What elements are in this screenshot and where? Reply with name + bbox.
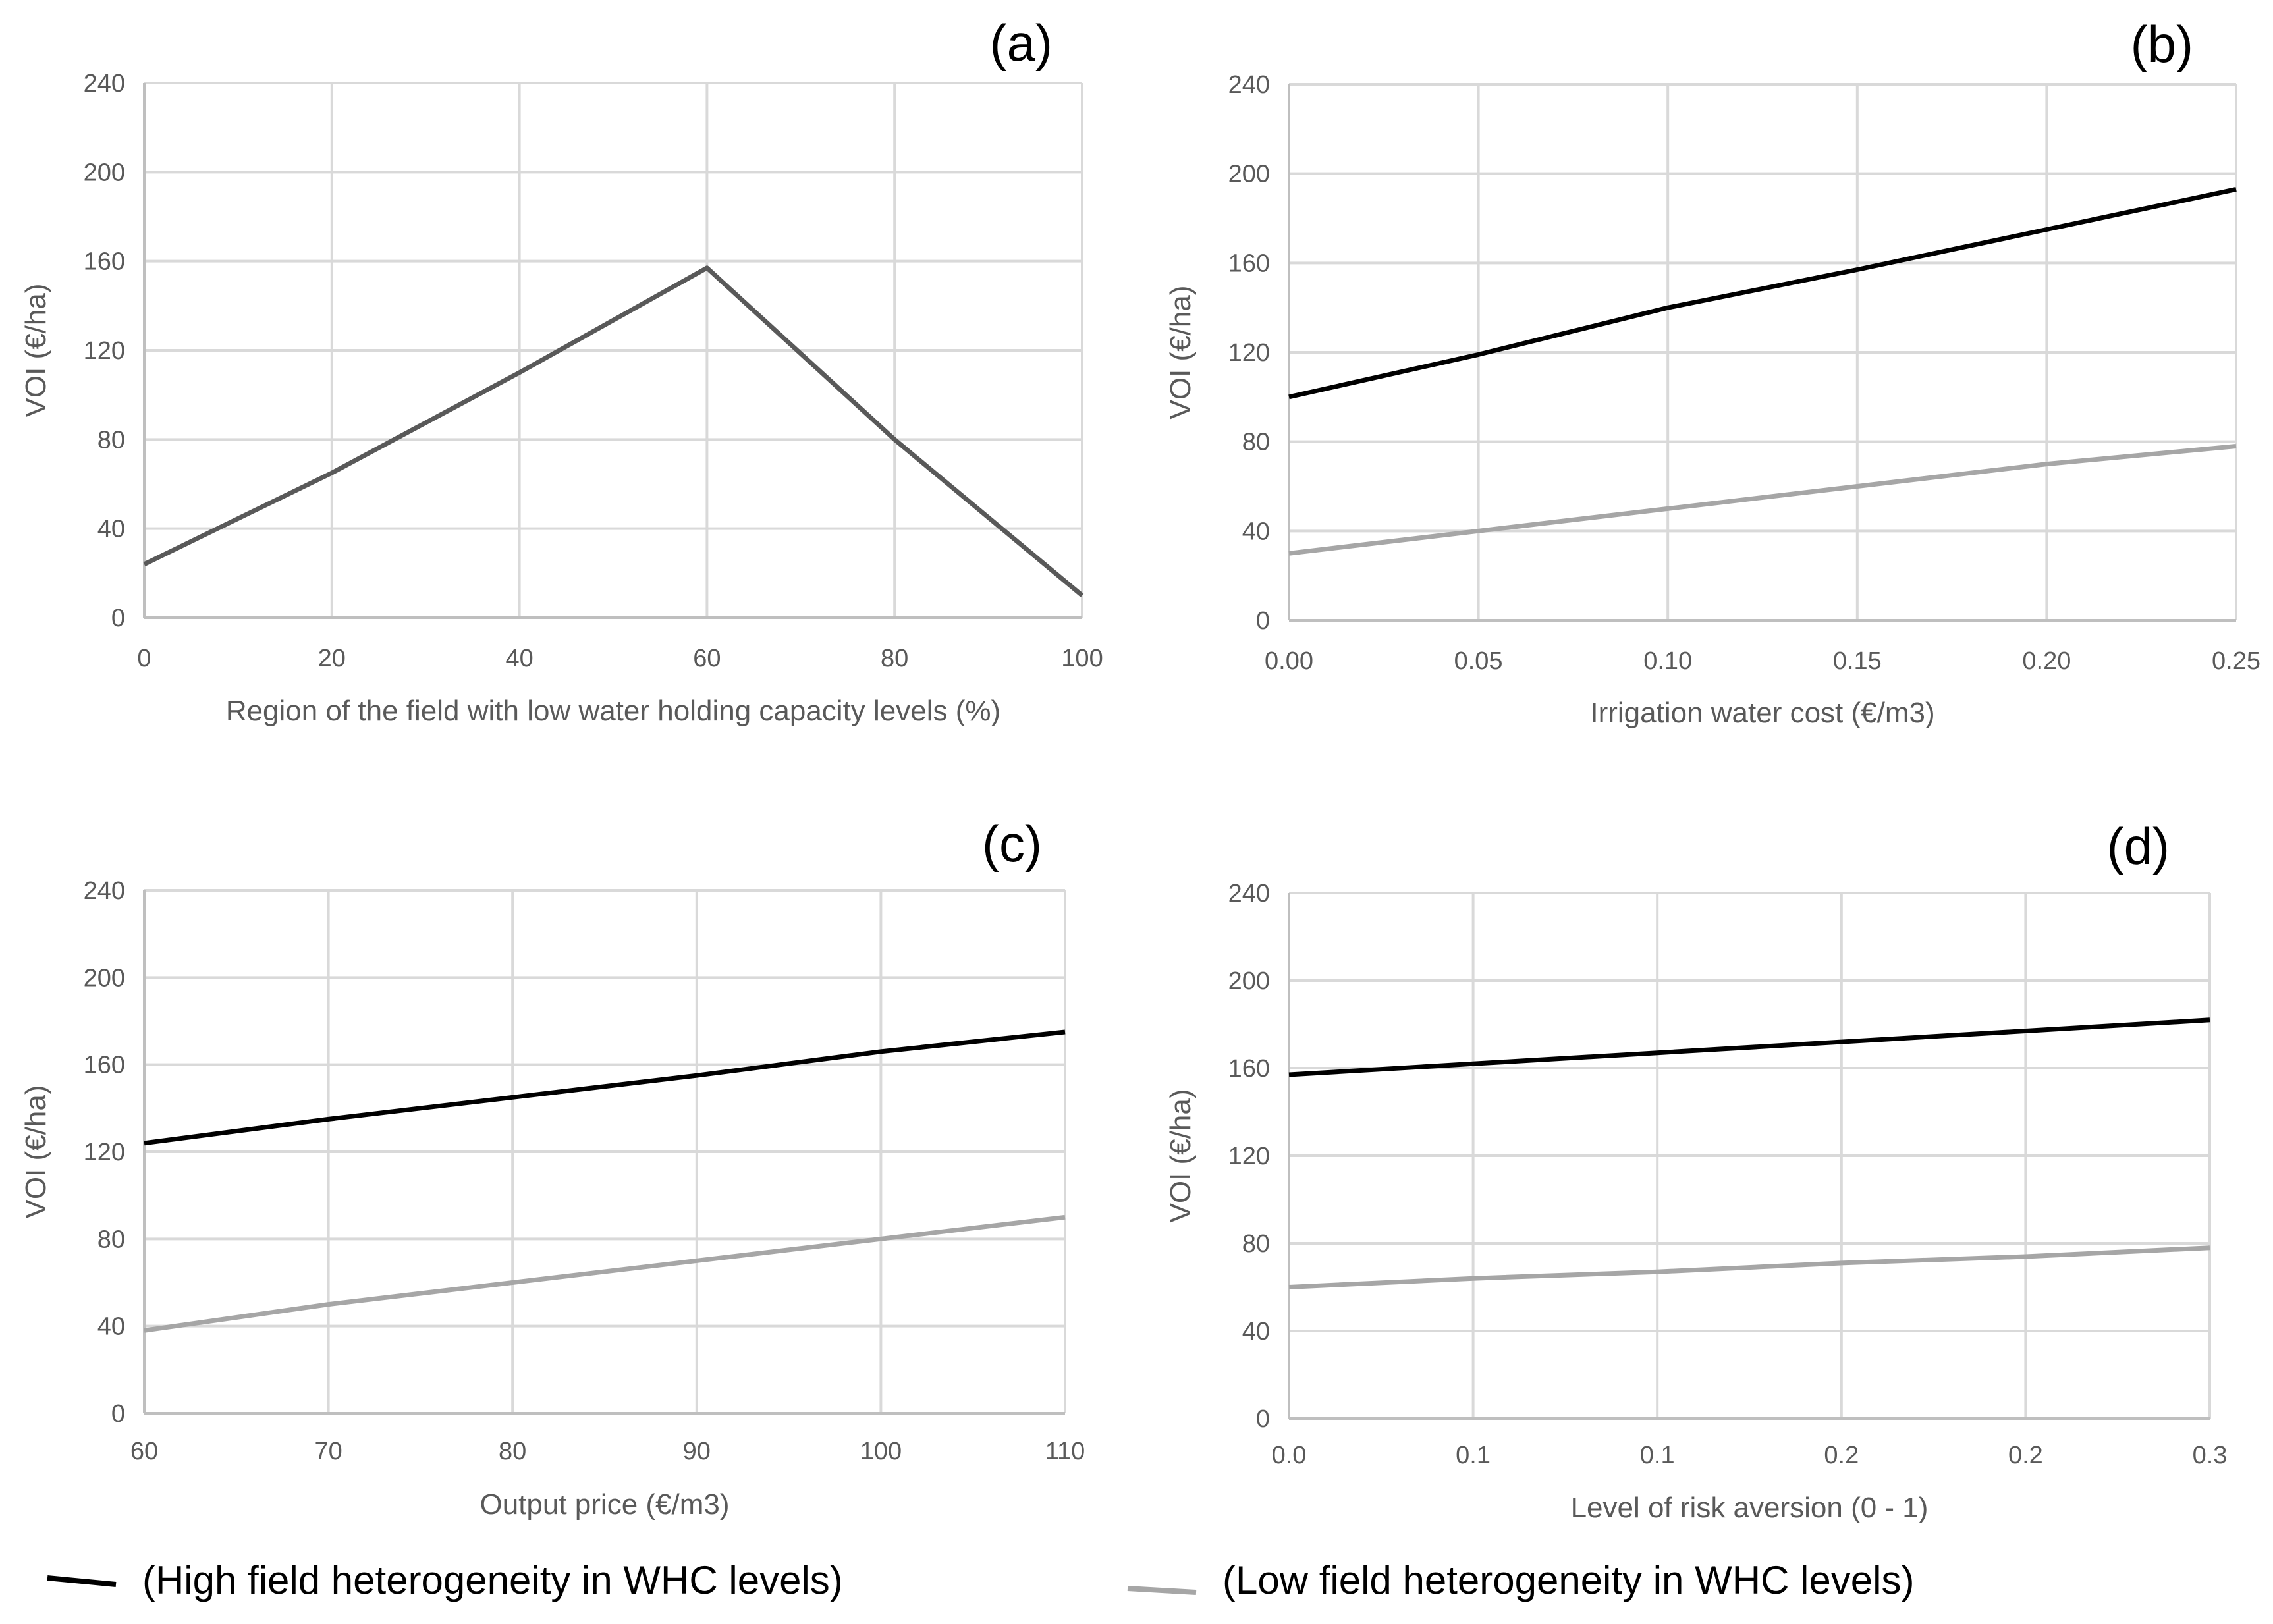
x-axis-label: Output price (€/m3) [479,1488,729,1521]
panel-label: (b) [2131,15,2193,73]
series-line-high [1288,186,2237,400]
x-tick-label: 90 [683,1438,711,1465]
y-tick-label: 80 [97,426,125,454]
y-tick-label: 120 [84,337,125,365]
y-axis-label: VOI (€/ha) [20,1085,52,1219]
y-tick-label: 160 [1228,250,1270,277]
x-tick-label: 80 [881,645,908,672]
y-axis-label: VOI (€/ha) [1164,1089,1197,1223]
y-tick-label: 240 [1228,71,1270,99]
y-tick-label: 40 [1242,518,1270,545]
x-tick-label: 0.05 [1454,647,1503,675]
y-tick-label: 240 [84,70,125,97]
x-tick-label: 0 [137,645,151,672]
x-axis-label: Region of the field with low water holdi… [226,695,1000,727]
y-axis-label: VOI (€/ha) [1164,286,1197,420]
x-tick-label: 0.3 [2193,1442,2228,1469]
y-tick-label: 40 [97,516,125,543]
series-line-low [144,1214,1066,1333]
y-tick-label: 80 [1242,1230,1270,1258]
panel-label: (a) [990,14,1053,72]
series-line-low [1288,1245,2210,1289]
y-tick-label: 200 [84,964,125,992]
y-tick-label: 240 [1228,880,1270,907]
series-line-high [144,1029,1066,1146]
x-tick-label: 0.1 [1456,1442,1491,1469]
y-tick-label: 120 [1228,339,1270,367]
x-tick-label: 0.1 [1640,1442,1675,1469]
x-axis-label: Level of risk aversion (0 - 1) [1571,1492,1929,1524]
legend: (High field heterogeneity in WHC levels)… [47,1558,1914,1602]
y-tick-label: 40 [1242,1318,1270,1345]
x-tick-label: 0.0 [1272,1442,1307,1469]
chart-b: 0 40 80 120 160 200 240 0.00 0.05 0.10 0.15 0.20 0.2… [1164,15,2260,729]
legend-swatch-low [1127,1586,1197,1595]
x-tick-label: 80 [499,1438,526,1465]
y-tick-label: 80 [97,1226,125,1253]
series-line-low [1288,444,2237,556]
x-tick-label: 20 [318,645,346,672]
y-tick-label: 0 [111,605,125,632]
y-tick-label: 0 [1256,607,1270,635]
legend-swatch-high [47,1575,117,1587]
chart-c: 0 40 80 120 160 200 240 60 70 80 90 100 110 Output pr… [20,815,1085,1521]
x-tick-label: 0.00 [1265,647,1313,675]
x-tick-label: 40 [505,645,533,672]
x-tick-label: 0.25 [2212,647,2260,675]
y-tick-label: 160 [1228,1055,1270,1083]
x-tick-label: 100 [860,1438,902,1465]
series-line-high [1288,1017,2210,1077]
y-tick-label: 160 [84,248,125,276]
y-tick-label: 0 [1256,1405,1270,1433]
legend-label-low: (Low field heterogeneity in WHC levels) [1222,1558,1914,1602]
x-tick-label: 0.20 [2022,647,2071,675]
panel-label: (c) [982,815,1042,873]
legend-label-high: (High field heterogeneity in WHC levels) [142,1558,843,1602]
y-tick-label: 240 [84,877,125,905]
x-tick-label: 110 [1045,1438,1085,1465]
chart-a: 0 40 80 120 160 200 240 0 20 40 60 80 100 Region of t… [20,14,1103,727]
y-tick-label: 160 [84,1052,125,1079]
x-tick-label: 0.2 [2008,1442,2043,1469]
x-tick-label: 60 [130,1438,158,1465]
x-tick-label: 100 [1061,645,1103,672]
y-tick-label: 200 [1228,161,1270,188]
y-tick-label: 120 [84,1139,125,1166]
panel-label: (d) [2107,817,2170,875]
y-tick-label: 200 [1228,967,1270,995]
y-tick-label: 40 [97,1313,125,1341]
y-tick-label: 200 [84,159,125,186]
y-axis-label: VOI (€/ha) [20,284,52,418]
x-tick-label: 0.2 [1824,1442,1859,1469]
y-tick-label: 80 [1242,429,1270,456]
x-axis-label: Irrigation water cost (€/m3) [1590,697,1934,729]
y-tick-label: 0 [111,1400,125,1428]
y-tick-label: 120 [1228,1143,1270,1170]
series-line-single [143,265,1084,597]
chart-d: 0 40 80 120 160 200 240 0.0 0.1 0.1 0.2 0.2 0.3 Level… [1164,817,2227,1524]
x-tick-label: 70 [314,1438,342,1465]
x-tick-label: 0.10 [1643,647,1692,675]
x-tick-label: 0.15 [1833,647,1882,675]
x-tick-label: 60 [693,645,721,672]
